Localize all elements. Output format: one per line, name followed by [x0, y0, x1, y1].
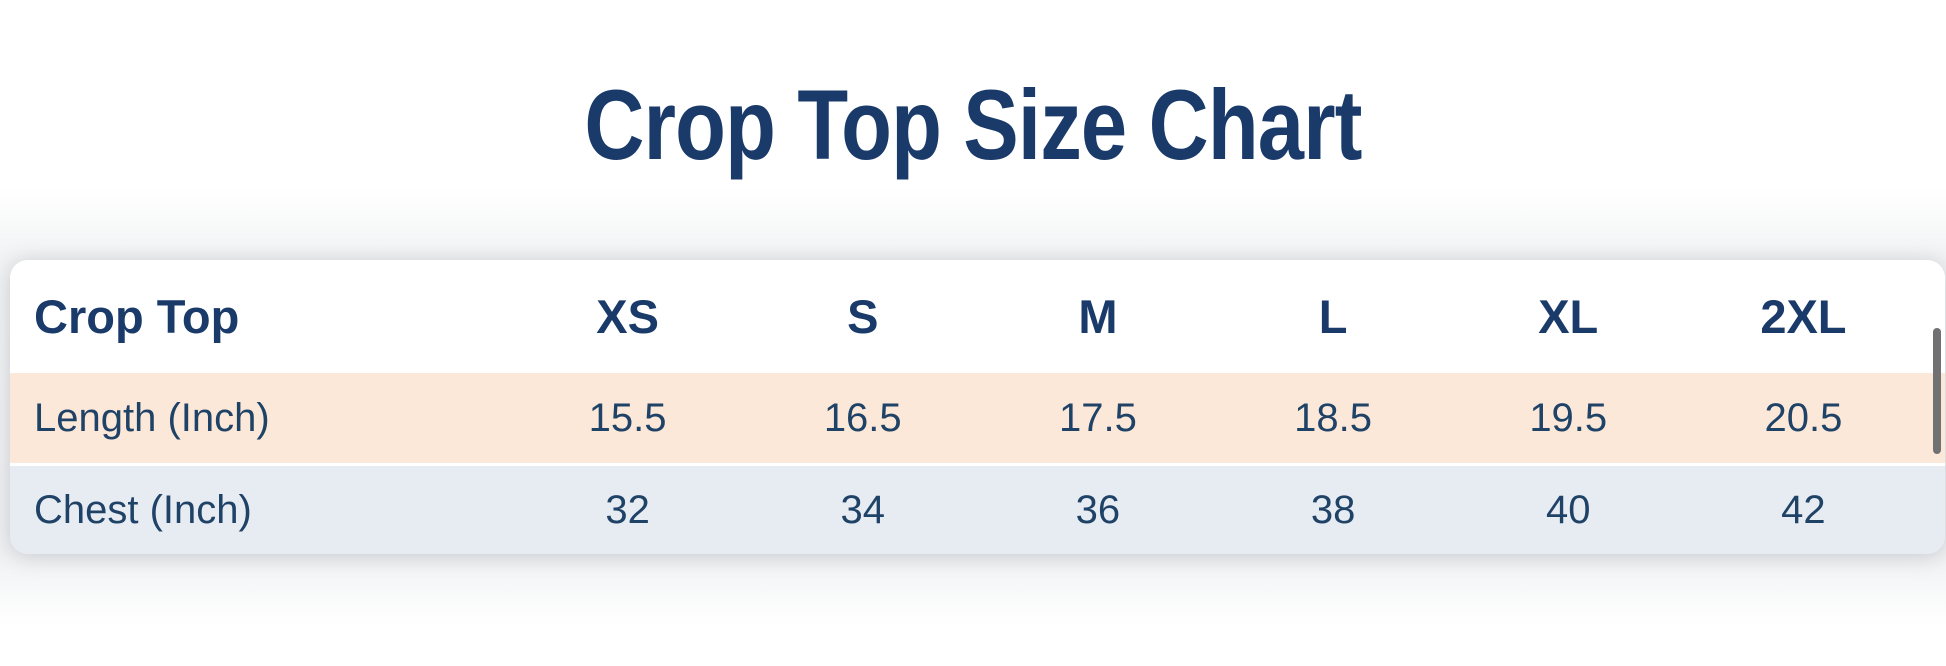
chest-value-s: 34 — [840, 487, 885, 532]
column-header-xs: XS — [596, 290, 659, 343]
vertical-scrollbar-thumb[interactable] — [1933, 328, 1941, 454]
length-value-l: 18.5 — [1294, 395, 1372, 440]
column-header-l: L — [1318, 290, 1348, 343]
size-chart-card: Crop Top XS S M L XL 2XL Length (Inch) 1… — [10, 260, 1945, 554]
table-row-length: Length (Inch) 15.5 16.5 17.5 18.5 19.5 2… — [10, 373, 1945, 463]
chest-value-l: 38 — [1310, 487, 1356, 532]
chest-value-m: 36 — [1075, 487, 1121, 532]
column-header-xl: XL — [1538, 290, 1599, 343]
column-header-crop-top: Crop Top — [34, 290, 240, 343]
length-value-2xl: 20.5 — [1764, 395, 1843, 440]
chest-value-2xl: 42 — [1781, 487, 1826, 532]
chest-value-xl: 40 — [1545, 487, 1591, 532]
table-header-row: Crop Top XS S M L XL 2XL — [10, 260, 1945, 373]
chest-value-xs: 32 — [605, 487, 650, 532]
column-header-s: S — [847, 290, 879, 343]
page-title: Crop Top Size Chart — [584, 69, 1362, 180]
length-value-xl: 19.5 — [1529, 395, 1608, 440]
table-row-chest: Chest (Inch) 32 34 36 38 40 42 — [10, 466, 1945, 554]
column-header-m: M — [1078, 290, 1118, 343]
row-label-length: Length (Inch) — [34, 395, 270, 440]
length-value-m: 17.5 — [1058, 395, 1137, 440]
length-value-xs: 15.5 — [588, 395, 667, 440]
column-header-2xl: 2XL — [1760, 290, 1847, 343]
length-value-s: 16.5 — [823, 395, 902, 440]
row-label-chest: Chest (Inch) — [34, 487, 252, 532]
